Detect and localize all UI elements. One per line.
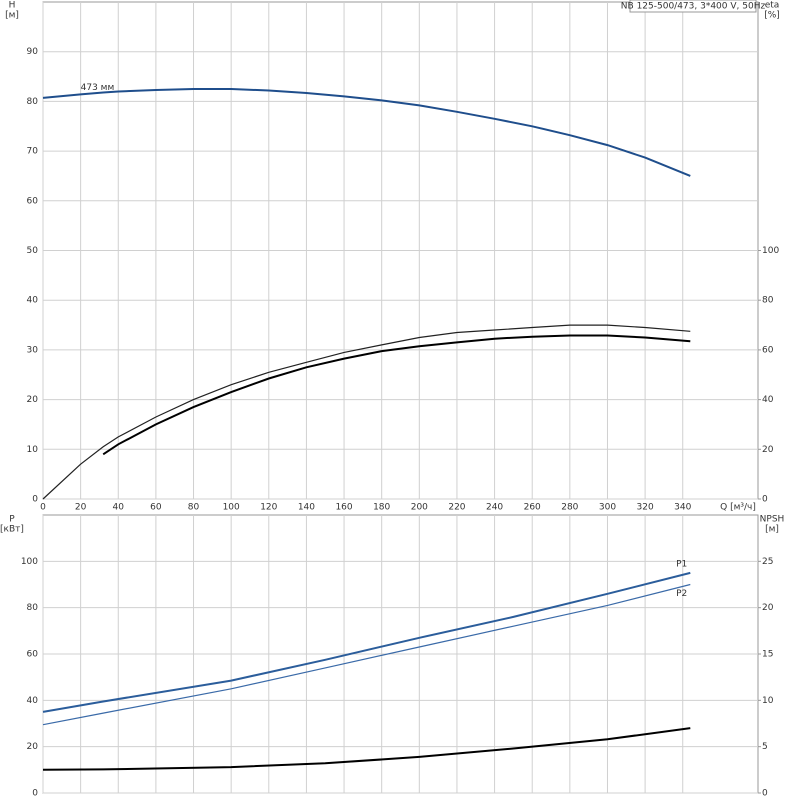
x-tick-label: 280 xyxy=(561,503,578,513)
title-box xyxy=(629,0,757,13)
y2-tick-label: 5 xyxy=(762,742,768,752)
x-tick-label: 100 xyxy=(223,503,240,513)
y2-tick-label: 25 xyxy=(762,557,773,567)
series-label: P2 xyxy=(676,589,687,599)
y2-tick-label: 20 xyxy=(762,603,774,613)
x-tick-label: 0 xyxy=(40,503,46,513)
y-axis-unit: [кВт] xyxy=(0,525,24,535)
x-tick-label: 240 xyxy=(486,503,503,513)
x-tick-label: 160 xyxy=(335,503,352,513)
x-tick-label: 40 xyxy=(113,503,125,513)
y-axis-label: P xyxy=(9,515,15,525)
y2-axis-unit: [%] xyxy=(764,11,780,21)
y2-tick-label: 80 xyxy=(762,296,774,306)
x-tick-label: 320 xyxy=(637,503,654,513)
y2-axis-unit: [м] xyxy=(765,525,779,535)
y-tick-label: 70 xyxy=(27,147,39,157)
series-label: P1 xyxy=(676,559,687,569)
x-tick-label: 60 xyxy=(150,503,162,513)
series-label: 473 мм xyxy=(81,83,115,93)
y2-tick-label: 100 xyxy=(762,246,779,256)
y-tick-label: 100 xyxy=(21,557,38,567)
y-tick-label: 50 xyxy=(27,246,39,256)
x-tick-label: 120 xyxy=(260,503,277,513)
y-tick-label: 40 xyxy=(27,296,39,306)
series-line xyxy=(102,334,691,456)
y-axis-unit: [м] xyxy=(5,11,19,21)
y-tick-label: 20 xyxy=(27,742,39,752)
y-tick-label: 0 xyxy=(32,789,38,799)
y-axis-label: H xyxy=(9,1,16,11)
chart-title: NB 125-500/473, 3*400 V, 50Hz xyxy=(621,2,766,12)
series-line xyxy=(42,324,691,500)
x-axis-label: Q [м³/ч] xyxy=(720,503,756,513)
y2-tick-label: 40 xyxy=(762,395,774,405)
y2-tick-label: 15 xyxy=(762,650,773,660)
y2-tick-label: 0 xyxy=(762,495,768,505)
y2-tick-label: 20 xyxy=(762,445,774,455)
y-tick-label: 40 xyxy=(27,696,39,706)
y-tick-label: 10 xyxy=(27,445,39,455)
y-tick-label: 60 xyxy=(27,196,39,206)
series-line xyxy=(42,727,691,771)
series-line xyxy=(42,583,691,726)
y2-axis-label: NPSH xyxy=(760,515,785,525)
x-tick-label: 20 xyxy=(75,503,87,513)
y2-tick-label: 10 xyxy=(762,696,774,706)
x-tick-label: 220 xyxy=(448,503,465,513)
x-tick-label: 80 xyxy=(188,503,200,513)
y2-tick-label: 0 xyxy=(762,789,768,799)
y-tick-label: 0 xyxy=(32,495,38,505)
y-tick-label: 20 xyxy=(27,395,39,405)
x-tick-label: 300 xyxy=(599,503,616,513)
y-tick-label: 90 xyxy=(27,47,39,57)
y-tick-label: 60 xyxy=(27,650,39,660)
x-tick-label: 140 xyxy=(298,503,315,513)
series-line xyxy=(42,88,691,177)
y-tick-label: 80 xyxy=(27,97,39,107)
x-tick-label: 180 xyxy=(373,503,390,513)
x-tick-label: 260 xyxy=(524,503,541,513)
y-tick-label: 30 xyxy=(27,345,39,355)
y2-tick-label: 60 xyxy=(762,345,774,355)
x-tick-label: 200 xyxy=(411,503,428,513)
y-tick-label: 80 xyxy=(27,603,39,613)
series-line xyxy=(42,571,691,713)
y2-axis-label: eta xyxy=(765,1,780,11)
x-tick-label: 340 xyxy=(674,503,691,513)
